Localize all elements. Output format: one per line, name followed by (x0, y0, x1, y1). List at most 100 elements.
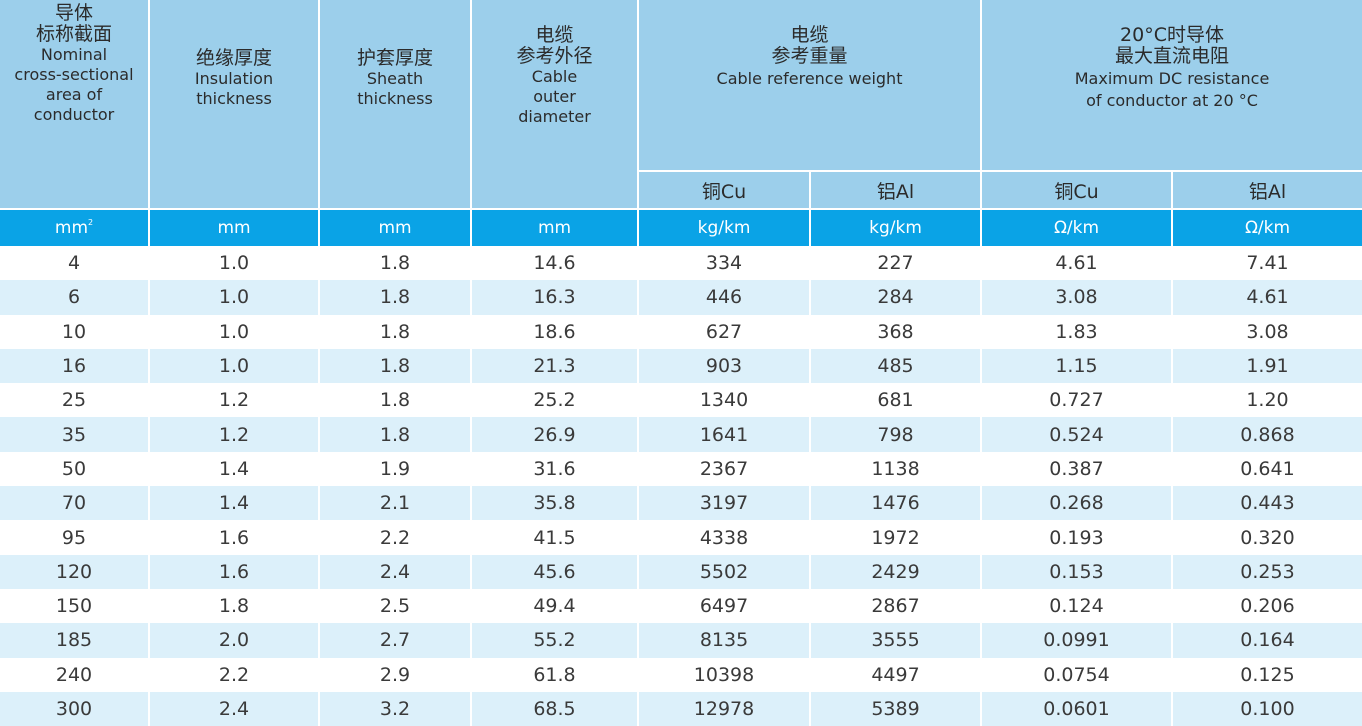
cell-area: 50 (0, 451, 150, 487)
cell-area: 185 (0, 623, 150, 658)
cell-area: 4 (0, 246, 150, 281)
cell-weight-cu: 4338 (638, 520, 811, 555)
cell-res-al: 0.100 (1172, 691, 1362, 726)
cell-area: 300 (0, 691, 150, 726)
cell-area: 70 (0, 486, 150, 521)
header-insulation-zh: 绝缘厚度 (195, 47, 272, 69)
cell-weight-al: 798 (810, 417, 982, 452)
cell-area: 35 (0, 417, 150, 452)
cell-weight-al: 3555 (810, 623, 982, 658)
cell-res-al: 0.641 (1172, 451, 1362, 487)
cell-sheath: 1.8 (319, 417, 472, 452)
header-diameter-en3: diameter (518, 107, 591, 126)
cell-sheath: 2.1 (319, 486, 472, 521)
header-diameter-zh1: 电缆 (535, 24, 574, 46)
header-nominal-area-zh1: 导体 (54, 2, 93, 24)
cell-weight-al: 485 (810, 348, 982, 384)
table-row: 150 1.8 2.5 49.4 6497 2867 0.124 0.206 (0, 588, 1362, 624)
unit-insulation: mm (149, 209, 320, 246)
cell-area: 10 (0, 314, 150, 349)
table-row: 300 2.4 3.2 68.5 12978 5389 0.0601 0.100 (0, 691, 1362, 726)
cell-res-cu: 0.268 (981, 486, 1173, 521)
cell-diameter: 35.8 (471, 486, 639, 521)
cell-res-al: 1.91 (1172, 348, 1362, 384)
header-weight-zh2: 参考重量 (771, 45, 848, 67)
cell-res-al: 0.868 (1172, 417, 1362, 452)
cell-weight-cu: 6497 (638, 588, 811, 624)
cell-sheath: 1.9 (319, 451, 472, 487)
header-nominal-area-zh2: 标称截面 (35, 23, 112, 45)
cell-weight-cu: 3197 (638, 486, 811, 521)
cell-weight-cu: 903 (638, 348, 811, 384)
header-weight-al: 铝Al (810, 171, 982, 210)
cell-res-cu: 0.0754 (981, 657, 1173, 692)
cell-insulation: 1.2 (149, 417, 320, 452)
table-row: 240 2.2 2.9 61.8 10398 4497 0.0754 0.125 (0, 657, 1362, 692)
cell-area: 240 (0, 657, 150, 692)
cell-area: 95 (0, 520, 150, 555)
header-weight-zh1: 电缆 (790, 24, 829, 46)
cell-insulation: 2.0 (149, 623, 320, 658)
unit-area: mm2 (0, 209, 150, 246)
cell-diameter: 25.2 (471, 383, 639, 418)
cell-res-al: 0.253 (1172, 554, 1362, 589)
units-row: mm2 mm mm mm kg/km kg/km Ω/km Ω/km (0, 209, 1362, 246)
table-row: 16 1.0 1.8 21.3 903 485 1.15 1.91 (0, 348, 1362, 384)
cell-weight-cu: 10398 (638, 657, 811, 692)
header-sheath-en1: Sheath (366, 69, 424, 88)
cell-res-cu: 0.524 (981, 417, 1173, 452)
cell-res-al: 0.125 (1172, 657, 1362, 692)
cell-insulation: 2.2 (149, 657, 320, 692)
header-diameter-en2: outer (533, 87, 576, 106)
cell-sheath: 2.2 (319, 520, 472, 555)
cell-weight-cu: 1641 (638, 417, 811, 452)
cell-res-al: 1.20 (1172, 383, 1362, 418)
unit-weight-al: kg/km (810, 209, 982, 246)
unit-area-base: mm (54, 218, 89, 238)
cell-res-cu: 0.153 (981, 554, 1173, 589)
cell-insulation: 1.0 (149, 280, 320, 315)
cell-insulation: 1.0 (149, 314, 320, 349)
cell-diameter: 16.3 (471, 280, 639, 315)
cell-weight-cu: 2367 (638, 451, 811, 487)
header-resistance-zh2: 最大直流电阻 (1115, 45, 1230, 67)
cell-diameter: 26.9 (471, 417, 639, 452)
cell-insulation: 1.4 (149, 486, 320, 521)
table-row: 4 1.0 1.8 14.6 334 227 4.61 7.41 (0, 246, 1362, 281)
header-sheath-en2: thickness (357, 89, 433, 108)
cell-diameter: 18.6 (471, 314, 639, 349)
cell-weight-cu: 8135 (638, 623, 811, 658)
cell-res-cu: 0.124 (981, 588, 1173, 624)
cell-area: 120 (0, 554, 150, 589)
cell-res-cu: 1.83 (981, 314, 1173, 349)
table-row: 35 1.2 1.8 26.9 1641 798 0.524 0.868 (0, 417, 1362, 452)
cell-weight-cu: 627 (638, 314, 811, 349)
cell-res-cu: 0.0601 (981, 691, 1173, 726)
cell-weight-al: 2429 (810, 554, 982, 589)
unit-res-cu: Ω/km (981, 209, 1173, 246)
header-insulation-en1: Insulation (194, 69, 274, 88)
header-insulation-en2: thickness (196, 89, 272, 108)
cell-diameter: 68.5 (471, 691, 639, 726)
header-diameter-en1: Cable (531, 67, 578, 86)
cell-sheath: 2.5 (319, 588, 472, 624)
cell-insulation: 1.8 (149, 588, 320, 624)
header-res-cu: 铜Cu (981, 171, 1173, 210)
table-row: 25 1.2 1.8 25.2 1340 681 0.727 1.20 (0, 383, 1362, 418)
cell-weight-al: 227 (810, 246, 982, 281)
cell-res-cu: 3.08 (981, 280, 1173, 315)
header-sheath: 护套厚度 Sheath thickness (319, 0, 472, 210)
cell-weight-cu: 12978 (638, 691, 811, 726)
cell-res-cu: 0.193 (981, 520, 1173, 555)
cell-res-al: 0.206 (1172, 588, 1362, 624)
cell-res-cu: 4.61 (981, 246, 1173, 281)
cell-weight-al: 1138 (810, 451, 982, 487)
table-row: 120 1.6 2.4 45.6 5502 2429 0.153 0.253 (0, 554, 1362, 589)
cell-res-al: 4.61 (1172, 280, 1362, 315)
header-insulation: 绝缘厚度 Insulation thickness (149, 0, 320, 210)
header-nominal-area-en2: cross-sectional (14, 65, 134, 84)
header-diameter: 电缆 参考外径 Cable outer diameter (471, 0, 639, 210)
cell-diameter: 49.4 (471, 588, 639, 624)
cell-res-cu: 1.15 (981, 348, 1173, 384)
cell-weight-cu: 446 (638, 280, 811, 315)
